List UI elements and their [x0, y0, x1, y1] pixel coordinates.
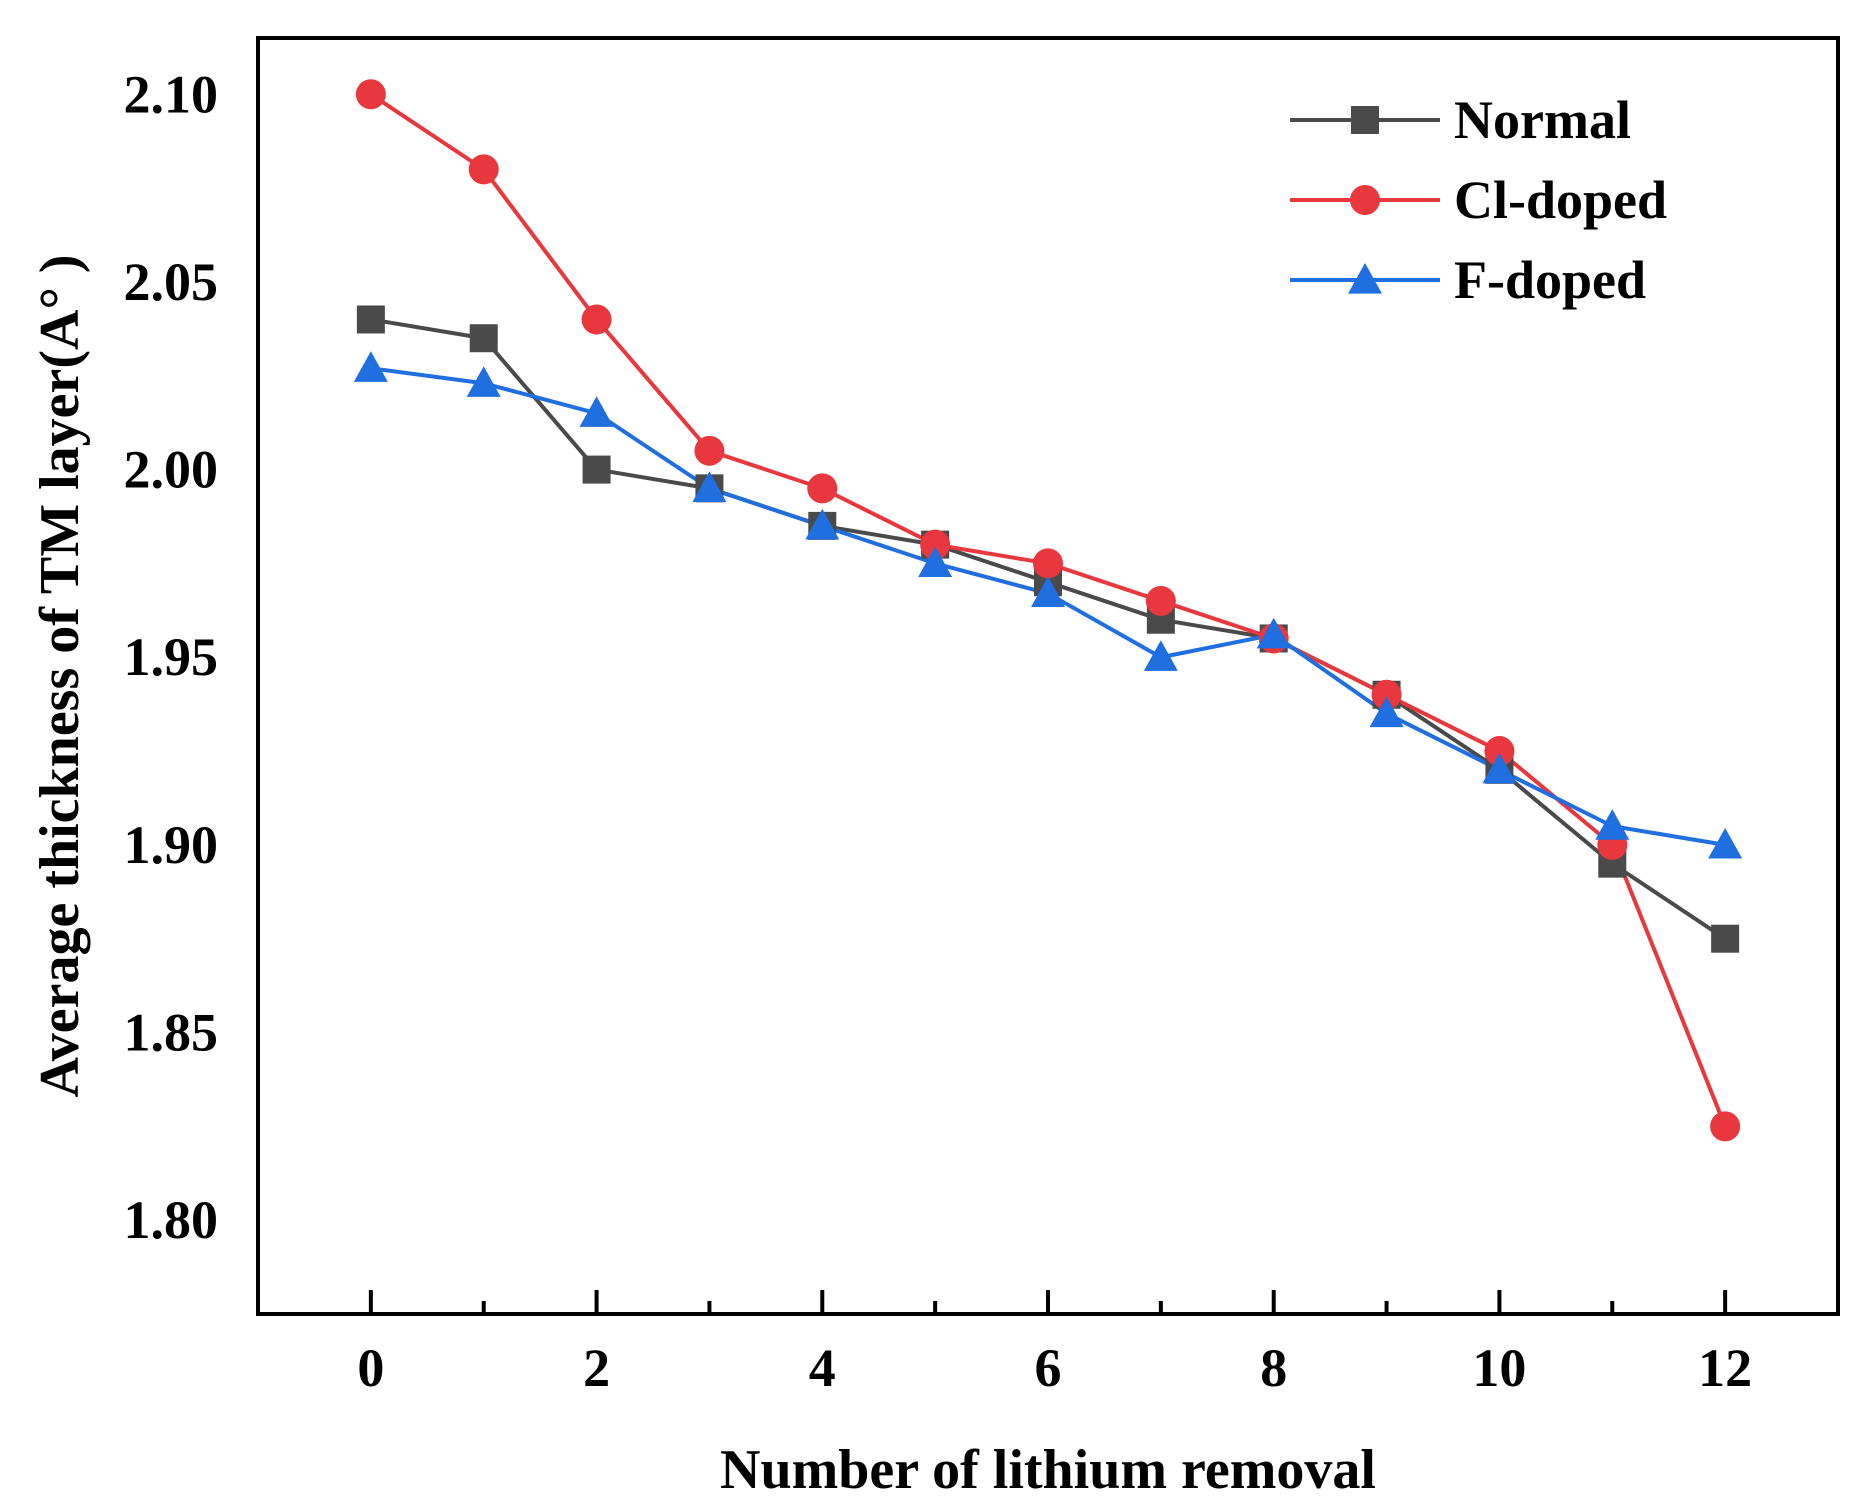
y-tick-label: 1.90 — [124, 815, 219, 875]
data-point-f-doped — [1482, 752, 1517, 784]
legend-marker-f-doped — [1348, 263, 1382, 294]
x-tick-label: 4 — [809, 1338, 836, 1398]
x-tick-label: 2 — [583, 1338, 610, 1398]
legend-marker-cl-doped — [1350, 185, 1380, 215]
data-point-cl-doped — [1033, 548, 1063, 579]
data-point-cl-doped — [1145, 585, 1176, 616]
data-point-cl-doped — [355, 79, 386, 110]
data-point-cl-doped — [1710, 1111, 1741, 1142]
x-axis-title: Number of lithium removal — [720, 1439, 1376, 1501]
data-point-normal — [582, 455, 611, 484]
x-tick-label: 10 — [1472, 1338, 1526, 1398]
y-tick-label: 1.95 — [124, 627, 219, 687]
y-tick-label: 1.85 — [124, 1003, 219, 1063]
y-axis-ticks: 1.80 1.85 1.90 1.95 2.00 2.05 2.10 — [124, 64, 219, 1250]
x-tick-label: 8 — [1260, 1338, 1287, 1398]
data-point-cl-doped — [581, 304, 612, 335]
series-line-normal — [370, 317, 1727, 941]
x-axis-ticks: 0 2 4 6 8 10 12 — [357, 1290, 1752, 1398]
x-tick-label: 0 — [357, 1338, 384, 1398]
data-point-cl-doped — [807, 473, 838, 504]
data-point-f-doped — [1256, 617, 1291, 649]
data-point-f-doped — [353, 351, 388, 382]
data-point-f-doped — [918, 546, 953, 578]
legend: Normal Cl-doped F-doped — [1290, 90, 1667, 310]
y-tick-label: 2.00 — [124, 440, 219, 500]
data-point-cl-doped — [468, 154, 499, 185]
data-point-f-doped — [466, 366, 501, 397]
data-point-cl-doped — [920, 529, 951, 560]
y-tick-label: 2.10 — [124, 64, 219, 124]
data-point-normal — [356, 305, 385, 334]
y-tick-label: 2.05 — [124, 252, 219, 312]
data-point-cl-doped — [1484, 736, 1515, 767]
data-point-f-doped — [1708, 827, 1743, 859]
x-tick-label: 6 — [1035, 1338, 1062, 1398]
data-point-cl-doped — [1371, 679, 1402, 710]
data-point-f-doped — [579, 396, 614, 427]
legend-marker-normal — [1351, 106, 1379, 134]
x-tick-label: 12 — [1698, 1338, 1752, 1398]
data-point-f-doped — [1595, 809, 1630, 840]
series-markers — [353, 79, 1743, 1142]
legend-label-cl-doped: Cl-doped — [1454, 170, 1667, 230]
y-tick-label: 1.80 — [124, 1190, 219, 1250]
data-point-f-doped — [1369, 696, 1404, 728]
data-point-f-doped — [692, 471, 727, 502]
data-point-cl-doped — [694, 435, 725, 466]
data-point-f-doped — [805, 508, 840, 540]
data-point-normal — [1711, 924, 1740, 953]
data-point-normal — [469, 324, 498, 353]
legend-label-f-doped: F-doped — [1454, 250, 1646, 310]
y-axis-title: Average thickness of TM layer(A° ) — [29, 254, 91, 1097]
data-point-f-doped — [1143, 640, 1178, 671]
legend-label-normal: Normal — [1454, 90, 1631, 150]
data-point-f-doped — [1031, 576, 1065, 608]
